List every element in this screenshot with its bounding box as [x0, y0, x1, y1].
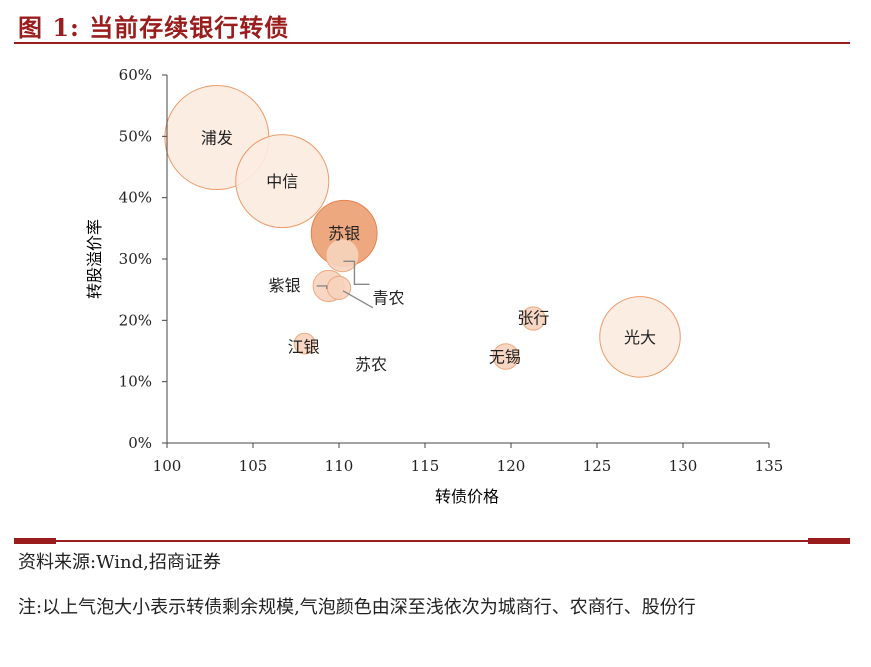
bubble-label: 苏银: [328, 224, 360, 243]
footnote: 注:以上气泡大小表示转债剩余规模,气泡颜色由深至浅依次为城商行、农商行、股份行: [18, 597, 696, 618]
bubble-chart: 100 105 110 115 120 125 130 135 0% 10% 20% 30% 40% 50…: [85, 66, 784, 506]
x-tick-label: 110: [325, 457, 354, 475]
bubble: [521, 306, 546, 331]
source-rule: [14, 540, 850, 542]
y-tick-label: 50%: [119, 127, 152, 145]
rule-accent-right: [808, 538, 850, 544]
bubble-label: 中信: [266, 172, 298, 191]
bubble-label: 青农: [372, 288, 404, 307]
y-tick-label: 30%: [119, 250, 152, 268]
x-axis-title: 转债价格: [435, 487, 499, 506]
figure-title: 图 1: 当前存续银行转债: [18, 13, 290, 42]
source-note: 资料来源:Wind,招商证券: [18, 552, 221, 573]
bubble-label: 浦发: [201, 129, 233, 148]
x-tick-label: 115: [411, 457, 440, 475]
leader-line-sunong: [342, 290, 374, 309]
y-tick-label: 40%: [119, 189, 152, 207]
bubble: [235, 134, 330, 229]
bubble: [293, 332, 316, 355]
bubble-label: 张行: [517, 308, 549, 327]
x-tick-label: 130: [669, 457, 698, 475]
bubble: [599, 296, 681, 378]
bubble-layer: [164, 85, 681, 378]
y-tick-label: 0%: [128, 434, 152, 452]
x-tick-label: 125: [583, 457, 612, 475]
bubble-label: 紫银: [269, 276, 301, 295]
title-rule: [14, 42, 850, 44]
tick-layer: 100 105 110 115 120 125 130 135 0% 10% 20% 30% 40% 50…: [119, 66, 784, 475]
y-tick-label: 60%: [119, 66, 152, 84]
y-tick-label: 10%: [119, 373, 152, 391]
bubble: [492, 343, 520, 370]
y-tick-label: 20%: [119, 311, 152, 329]
leader-line-ziyin: [316, 285, 328, 289]
bubble: [325, 238, 360, 273]
bubble-label: 光大: [624, 328, 656, 347]
leader-line-qingnong: [343, 260, 370, 286]
rule-accent-left: [14, 538, 56, 544]
y-axis-title: 转股溢价率: [85, 219, 104, 299]
bubble-label: 江银: [288, 338, 320, 357]
x-tick-label: 100: [153, 457, 182, 475]
leader-lines: [316, 260, 374, 309]
bubble-label: 苏农: [355, 355, 387, 374]
x-tick-label: 105: [239, 457, 268, 475]
x-tick-label: 135: [755, 457, 784, 475]
bubble: [326, 275, 352, 300]
x-tick-label: 120: [497, 457, 526, 475]
bubble-label: 无锡: [489, 348, 521, 367]
